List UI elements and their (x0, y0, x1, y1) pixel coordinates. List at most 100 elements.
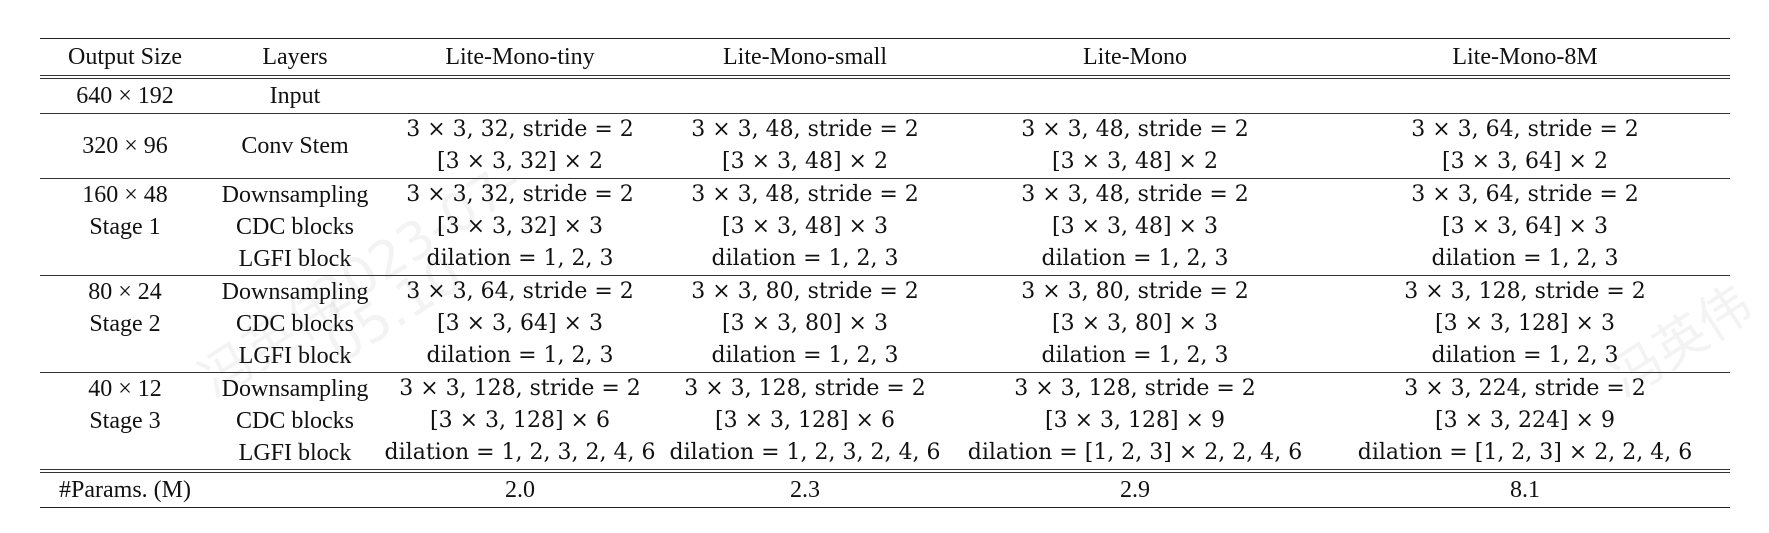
stage-cell: 3 × 3, 224, stride = 2 [3 × 3, 224] × 9 … (1320, 373, 1730, 472)
params-row: #Params. (M) 2.0 2.3 2.9 8.1 (40, 471, 1730, 508)
architecture-table-container: Output Size Layers Lite-Mono-tiny Lite-M… (40, 38, 1730, 508)
cell-line: [3 × 3, 48] × 2 (1052, 149, 1218, 174)
cell-line: [3 × 3, 64] × 3 (1442, 214, 1608, 239)
cell-line: dilation = 1, 2, 3 (711, 343, 899, 368)
params-value: 2.3 (790, 476, 820, 503)
cell-line: [3 × 3, 128] × 6 (430, 408, 610, 433)
stage-cell: 3 × 3, 32, stride = 2 [3 × 3, 32] × 3 di… (380, 179, 660, 276)
cell-line: [3 × 3, 80] × 3 (1052, 311, 1218, 336)
cell-line: 3 × 3, 128, stride = 2 (1014, 376, 1256, 401)
stage-row: 160 × 48 Stage 1 Downsampling CDC blocks… (40, 179, 1730, 276)
layer-name: Downsampling (221, 182, 369, 208)
cell-line: [3 × 3, 32] × 3 (437, 214, 603, 239)
stage-cell: 3 × 3, 48, stride = 2 [3 × 3, 48] × 3 di… (950, 179, 1320, 276)
cell-line: 3 × 3, 80, stride = 2 (691, 279, 919, 304)
layer-name: CDC blocks (235, 311, 354, 337)
header-cell: Lite-Mono-small (723, 43, 887, 70)
stage-row: 80 × 24 Stage 2 Downsampling CDC blocks … (40, 276, 1730, 373)
stem-cell: 3 × 3, 64, stride = 2 [3 × 3, 64] × 2 (1320, 114, 1730, 179)
cell-line: dilation = 1, 2, 3, 2, 4, 6 (384, 440, 656, 465)
cell-line: 3 × 3, 128, stride = 2 (1404, 279, 1646, 304)
cell-line: 3 × 3, 32, stride = 2 (406, 117, 634, 142)
layer-cell: Downsampling CDC blocks LGFI block (210, 373, 380, 472)
stage-size: 160 × 48 (82, 182, 168, 208)
params-value: 2.9 (1120, 476, 1150, 503)
layer-cell: Downsampling CDC blocks LGFI block (210, 276, 380, 373)
cell-line: 3 × 3, 32, stride = 2 (406, 182, 634, 207)
cell-line: dilation = 1, 2, 3 (1431, 246, 1619, 271)
cell-line: 3 × 3, 128, stride = 2 (684, 376, 926, 401)
layer-cell: Input (269, 82, 321, 109)
cell-line: dilation = 1, 2, 3 (426, 343, 614, 368)
stage-cell: 3 × 3, 128, stride = 2 [3 × 3, 128] × 9 … (950, 373, 1320, 472)
header-cell: Lite-Mono-8M (1452, 43, 1598, 70)
cell-line: 3 × 3, 80, stride = 2 (1021, 279, 1249, 304)
layer-name: Downsampling (221, 279, 369, 305)
cell-line: 3 × 3, 224, stride = 2 (1404, 376, 1646, 401)
cell-line: 3 × 3, 64, stride = 2 (406, 279, 634, 304)
input-row: 640 × 192 Input (40, 77, 1730, 114)
layer-name: LGFI block (238, 343, 352, 369)
cell-line: 3 × 3, 48, stride = 2 (1021, 117, 1249, 142)
stage-cell: 3 × 3, 48, stride = 2 [3 × 3, 48] × 3 di… (660, 179, 950, 276)
output-size-cell: 320 × 96 (82, 132, 168, 159)
stage-cell: 3 × 3, 64, stride = 2 [3 × 3, 64] × 3 di… (380, 276, 660, 373)
output-size-cell: 640 × 192 (76, 82, 174, 109)
layer-name: CDC blocks (235, 214, 354, 240)
stem-cell: 3 × 3, 32, stride = 2 [3 × 3, 32] × 2 (380, 114, 660, 179)
stage-size: 40 × 12 (88, 376, 162, 402)
stage-cell: 3 × 3, 80, stride = 2 [3 × 3, 80] × 3 di… (660, 276, 950, 373)
cell-line: dilation = 1, 2, 3 (711, 246, 899, 271)
stem-cell: 3 × 3, 48, stride = 2 [3 × 3, 48] × 2 (660, 114, 950, 179)
layer-name: Downsampling (221, 376, 369, 402)
output-size-cell: 80 × 24 Stage 2 (40, 276, 210, 373)
cell-line: 3 × 3, 48, stride = 2 (1021, 182, 1249, 207)
cell-line: [3 × 3, 48] × 3 (1052, 214, 1218, 239)
cell-line: [3 × 3, 128] × 6 (715, 408, 895, 433)
cell-line: dilation = 1, 2, 3, 2, 4, 6 (669, 440, 941, 465)
header-cell: Layers (262, 43, 328, 70)
cell-line: dilation = [1, 2, 3] × 2, 2, 4, 6 (967, 440, 1303, 465)
params-value: 2.0 (505, 476, 535, 503)
header-cell: Output Size (68, 43, 182, 70)
cell-line: [3 × 3, 48] × 3 (722, 214, 888, 239)
cell-line: dilation = 1, 2, 3 (1041, 343, 1229, 368)
stem-cell: 3 × 3, 48, stride = 2 [3 × 3, 48] × 2 (950, 114, 1320, 179)
stage-name: Stage 2 (89, 311, 161, 337)
cell-line: [3 × 3, 80] × 3 (722, 311, 888, 336)
layer-cell: Conv Stem (241, 132, 349, 159)
layer-name: LGFI block (238, 246, 352, 272)
layer-name: CDC blocks (235, 408, 354, 434)
cell-line: [3 × 3, 128] × 3 (1435, 311, 1615, 336)
cell-line: [3 × 3, 224] × 9 (1435, 408, 1615, 433)
cell-line: [3 × 3, 32] × 2 (437, 149, 603, 174)
cell-line: dilation = [1, 2, 3] × 2, 2, 4, 6 (1357, 440, 1693, 465)
stage-size: 80 × 24 (88, 279, 162, 305)
cell-line: [3 × 3, 64] × 2 (1442, 149, 1608, 174)
cell-line: dilation = 1, 2, 3 (1431, 343, 1619, 368)
header-row: Output Size Layers Lite-Mono-tiny Lite-M… (40, 38, 1730, 77)
cell-line: dilation = 1, 2, 3 (426, 246, 614, 271)
stage-cell: 3 × 3, 128, stride = 2 [3 × 3, 128] × 6 … (660, 373, 950, 472)
cell-line: 3 × 3, 128, stride = 2 (399, 376, 641, 401)
architecture-table: Output Size Layers Lite-Mono-tiny Lite-M… (40, 38, 1730, 508)
output-size-cell: 40 × 12 Stage 3 (40, 373, 210, 472)
layer-name: LGFI block (238, 440, 352, 466)
stage-cell: 3 × 3, 128, stride = 2 [3 × 3, 128] × 6 … (380, 373, 660, 472)
header-cell: Lite-Mono (1083, 43, 1187, 70)
cell-line: 3 × 3, 64, stride = 2 (1411, 182, 1639, 207)
cell-line: 3 × 3, 48, stride = 2 (691, 117, 919, 142)
stem-row: 320 × 96 Conv Stem 3 × 3, 32, stride = 2… (40, 114, 1730, 179)
cell-line: 3 × 3, 64, stride = 2 (1411, 117, 1639, 142)
cell-line: [3 × 3, 128] × 9 (1045, 408, 1225, 433)
cell-line: dilation = 1, 2, 3 (1041, 246, 1229, 271)
cell-line: [3 × 3, 48] × 2 (722, 149, 888, 174)
stage-name: Stage 3 (89, 408, 161, 434)
stage-name: Stage 1 (89, 214, 161, 240)
stage-cell: 3 × 3, 128, stride = 2 [3 × 3, 128] × 3 … (1320, 276, 1730, 373)
stage-cell: 3 × 3, 80, stride = 2 [3 × 3, 80] × 3 di… (950, 276, 1320, 373)
cell-line: 3 × 3, 48, stride = 2 (691, 182, 919, 207)
layer-cell: Downsampling CDC blocks LGFI block (210, 179, 380, 276)
params-value: 8.1 (1510, 476, 1540, 503)
params-label: #Params. (M) (59, 476, 191, 503)
